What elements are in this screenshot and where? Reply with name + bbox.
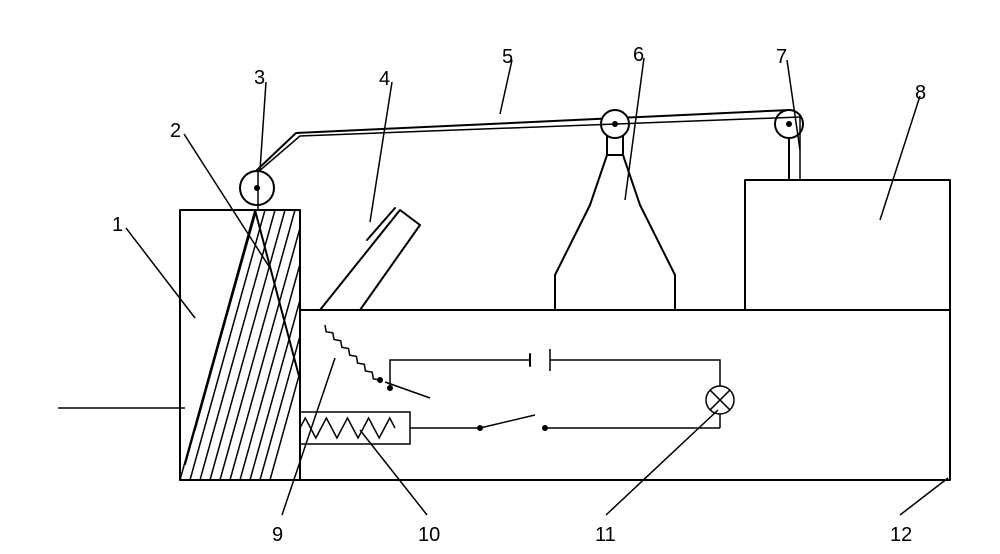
spring-diagonal [325,325,380,380]
callout-label: 6 [633,44,644,67]
callout-label: 10 [418,524,440,547]
switch [480,415,535,428]
callout-label: 9 [272,524,283,547]
callout-label: 12 [890,524,912,547]
callout-label: 1 [112,214,123,237]
callout-label: 5 [502,46,513,69]
callout-label: 8 [915,82,926,105]
diagram-stage: 123456789101112 [0,0,1000,549]
callout-label: 11 [595,524,616,547]
diagram-svg [0,0,1000,549]
spring-housing [300,412,410,444]
hopper [555,155,675,310]
feed-chute [320,210,420,310]
callout-label: 2 [170,120,181,143]
callout-label: 4 [379,68,390,91]
callout-label: 7 [776,46,787,69]
arm [257,110,790,170]
control-box [745,180,950,310]
callout-label: 3 [254,67,265,90]
